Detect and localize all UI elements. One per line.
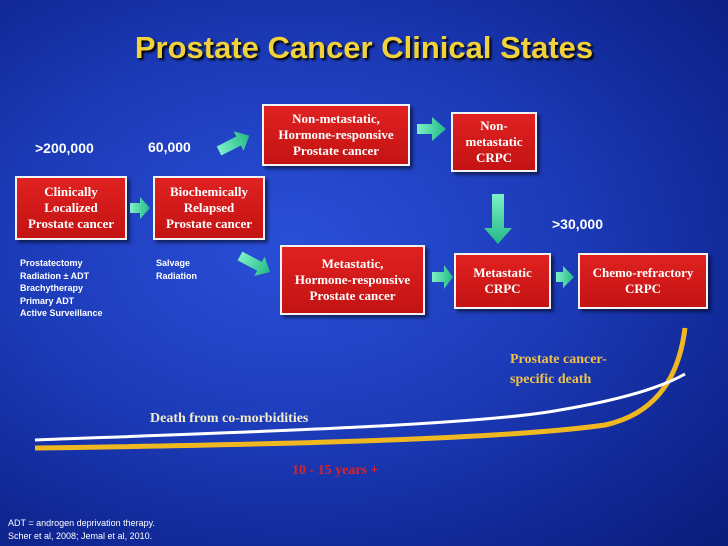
arrow-met-to-met-crpc [432,265,453,289]
state-relapsed: Biochemically Relapsed Prostate cancer [153,176,265,240]
state-met-hormone-line: Prostate cancer [309,288,396,303]
state-met-hormone-line: Metastatic, [321,256,384,271]
state-met-crpc-line: CRPC [484,281,521,296]
state-relapsed-line: Relapsed [183,200,235,215]
arrow-relapsed-to-met [237,251,271,277]
footnote-line: ADT = androgen deprivation therapy. [8,518,156,528]
state-nonmet-crpc-line: Non- [480,118,508,133]
state-met-hormone-line: Hormone-responsive [294,272,411,287]
state-met-hormone: Metastatic, Hormone-responsive Prostate ca… [280,245,425,315]
comorbidity-death-curve [34,372,686,442]
cancer-specific-death-line: Prostate cancer- [510,352,607,367]
count-relapsed: 60,000 [148,139,191,155]
state-nonmet-crpc-line: metastatic [465,134,523,149]
treatments-relapsed: Salvage Radiation [156,257,197,282]
comorbidity-death-label: Death from co-morbidities [150,411,309,426]
state-relapsed-line: Biochemically [170,184,248,199]
footnote-line: Scher et al, 2008; Jemal et al, 2010. [8,531,153,541]
cancer-specific-death-curve [34,327,688,451]
state-localized-line: Clinically [44,184,98,199]
state-met-crpc: Metastatic CRPC [454,253,551,309]
treatment-item: Prostatectomy [20,258,83,268]
state-localized-line: Localized [44,200,98,215]
arrow-relapsed-to-nonmet [216,131,250,156]
cancer-specific-death-label: Prostate cancer- specific death [510,350,607,390]
arrow-met-crpc-to-chemo [556,266,574,288]
state-nonmet-hormone: Non-metastatic, Hormone-responsive Prostat… [262,104,410,166]
treatment-item: Salvage [156,258,191,268]
treatment-item: Active Surveillance [20,308,103,318]
footnote: ADT = androgen deprivation therapy. Sche… [8,517,155,543]
state-chemo-refractory: Chemo-refractory CRPC [578,253,708,309]
cancer-specific-death-line: specific death [510,372,592,387]
treatment-item: Radiation [156,270,198,281]
state-nonmet-hormone-line: Prostate cancer [292,143,380,158]
state-chemo-refractory-line: Chemo-refractory [592,265,694,280]
arrow-nonmet-crpc-to-met-crpc [484,194,512,244]
treatment-item: Brachytherapy [20,283,84,293]
page-title: Prostate Cancer Clinical States [134,30,594,65]
state-nonmet-crpc-line: CRPC [475,150,513,165]
treatment-item: Primary ADT [20,295,75,306]
count-localized: >200,000 [35,140,94,156]
state-nonmet-crpc: Non-metastatic CRPC [451,112,537,172]
count-chemo-refractory: >30,000 [552,216,603,232]
state-nonmet-hormone-line: Hormone-responsive [278,127,394,142]
state-localized-line: Prostate cancer [27,216,115,231]
state-chemo-refractory-line: CRPC [624,281,662,296]
treatments-localized: Prostatectomy Radiation ± ADT Brachyther… [20,257,103,320]
state-localized: Clinically Localized Prostate cancer [15,176,127,240]
treatment-item: Radiation ± ADT [20,270,90,281]
state-relapsed-line: Prostate cancer [165,216,253,231]
arrow-nonmet-to-nonmet-crpc [417,117,446,141]
state-met-crpc-line: Metastatic [473,265,532,280]
arrow-localized-to-relapsed [130,197,150,219]
timeline-label: 10 - 15 years + [292,463,379,478]
state-nonmet-hormone-line: Non-metastatic, [292,111,380,126]
